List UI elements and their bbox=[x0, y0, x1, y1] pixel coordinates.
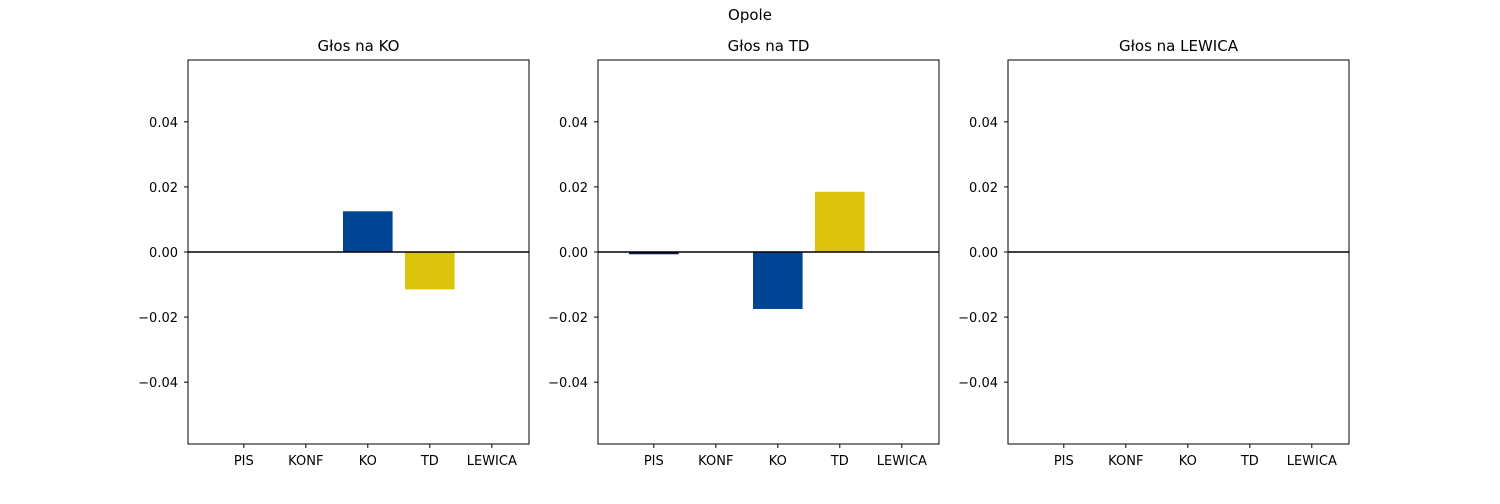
y-tick-label: −0.04 bbox=[548, 376, 588, 391]
y-tick-label: 0.00 bbox=[559, 246, 588, 261]
x-tick-label: PIS bbox=[644, 454, 664, 469]
y-tick-label: 0.04 bbox=[149, 116, 178, 131]
subplot-2: Głos na TD −0.04 −0.02 0.00 0.02 0.04 PIS KONF K… bbox=[548, 37, 940, 469]
subplot-3: Głos na LEWICA −0.04 −0.02 0.00 0.02 0.04 PIS K… bbox=[958, 37, 1350, 469]
subplot-title: Głos na TD bbox=[728, 37, 810, 55]
y-tick-label: −0.04 bbox=[958, 376, 998, 391]
y-tick-label: −0.02 bbox=[958, 311, 998, 326]
x-tick-label: KO bbox=[769, 454, 787, 469]
y-tick-label: 0.02 bbox=[559, 181, 588, 196]
x-tick-label: KONF bbox=[1108, 454, 1143, 469]
x-tick-label: KO bbox=[359, 454, 377, 469]
x-tick-label: KO bbox=[1179, 454, 1197, 469]
y-tick-label: −0.02 bbox=[548, 311, 588, 326]
x-tick-label: TD bbox=[420, 454, 439, 469]
subplot-title: Głos na LEWICA bbox=[1119, 37, 1239, 55]
x-tick-label: KONF bbox=[698, 454, 733, 469]
bar-ko bbox=[753, 252, 803, 309]
x-tick-label: LEWICA bbox=[877, 454, 927, 469]
y-tick-label: −0.02 bbox=[138, 311, 178, 326]
y-tick-label: 0.04 bbox=[969, 116, 998, 131]
bar-td bbox=[405, 252, 455, 290]
y-tick-label: 0.04 bbox=[559, 116, 588, 131]
y-tick-label: 0.02 bbox=[149, 181, 178, 196]
y-tick-label: 0.00 bbox=[149, 246, 178, 261]
y-tick-label: 0.00 bbox=[969, 246, 998, 261]
subplot-title: Głos na KO bbox=[318, 37, 400, 55]
x-tick-label: PIS bbox=[234, 454, 254, 469]
y-tick-label: −0.04 bbox=[138, 376, 178, 391]
x-tick-label: KONF bbox=[288, 454, 323, 469]
x-tick-label: TD bbox=[830, 454, 849, 469]
y-tick-label: 0.02 bbox=[969, 181, 998, 196]
subplot-1: Głos na KO −0.04 −0.02 0.00 0.02 0.04 PIS KONF K… bbox=[138, 37, 530, 469]
bar-pis bbox=[629, 252, 679, 255]
bar-ko bbox=[343, 211, 393, 252]
x-tick-label: LEWICA bbox=[467, 454, 517, 469]
x-tick-label: LEWICA bbox=[1287, 454, 1337, 469]
x-tick-label: PIS bbox=[1054, 454, 1074, 469]
figure-title: Opole bbox=[728, 6, 772, 24]
x-tick-label: TD bbox=[1240, 454, 1259, 469]
bar-td bbox=[815, 191, 865, 252]
